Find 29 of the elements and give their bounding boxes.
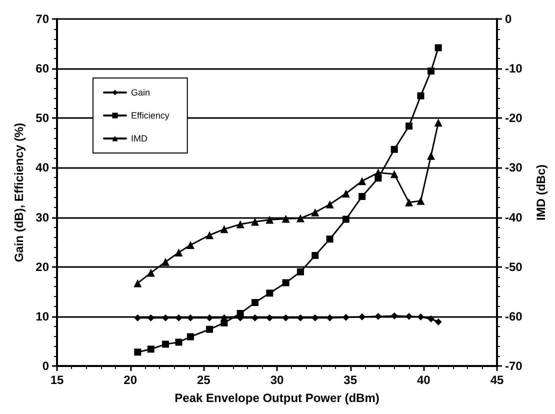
y2-tick-label: -30: [505, 160, 523, 175]
legend-label: Gain: [131, 88, 150, 98]
legend-label: Efficiency: [131, 110, 170, 120]
y2-axis-title: IMD (dBc): [534, 164, 548, 220]
x-tick-label: 35: [344, 373, 358, 387]
y2-tick-label: -60: [505, 309, 523, 324]
y-tick-label: 60: [36, 62, 50, 76]
y2-tick-label: -50: [505, 260, 523, 274]
y2-tick-label: 0: [505, 12, 512, 26]
x-tick-label: 40: [416, 373, 431, 387]
y2-tick-label: -70: [505, 359, 523, 373]
y-axis-title: Gain (dB), Efficiency (%): [12, 122, 26, 262]
y-tick-label: 50: [36, 111, 50, 126]
y-tick-label: 0: [42, 359, 50, 373]
y-tick-label: 70: [36, 12, 50, 26]
x-tick-label: 20: [124, 373, 138, 387]
y2-tick-label: -10: [505, 62, 523, 76]
x-tick-label: 30: [270, 373, 284, 387]
x-tick-label: 45: [490, 373, 504, 387]
legend-label: IMD: [131, 134, 148, 144]
x-tick-label: 15: [50, 373, 64, 387]
x-axis-title: Peak Envelope Output Power (dBm): [174, 391, 380, 405]
y-tick-label: 20: [36, 260, 50, 274]
y2-tick-label: -20: [505, 111, 523, 126]
y-tick-label: 30: [36, 210, 50, 224]
y-tick-label: 10: [36, 309, 50, 324]
y2-tick-label: -40: [505, 210, 523, 224]
y-tick-label: 40: [36, 160, 50, 175]
x-tick-label: 25: [196, 373, 211, 387]
